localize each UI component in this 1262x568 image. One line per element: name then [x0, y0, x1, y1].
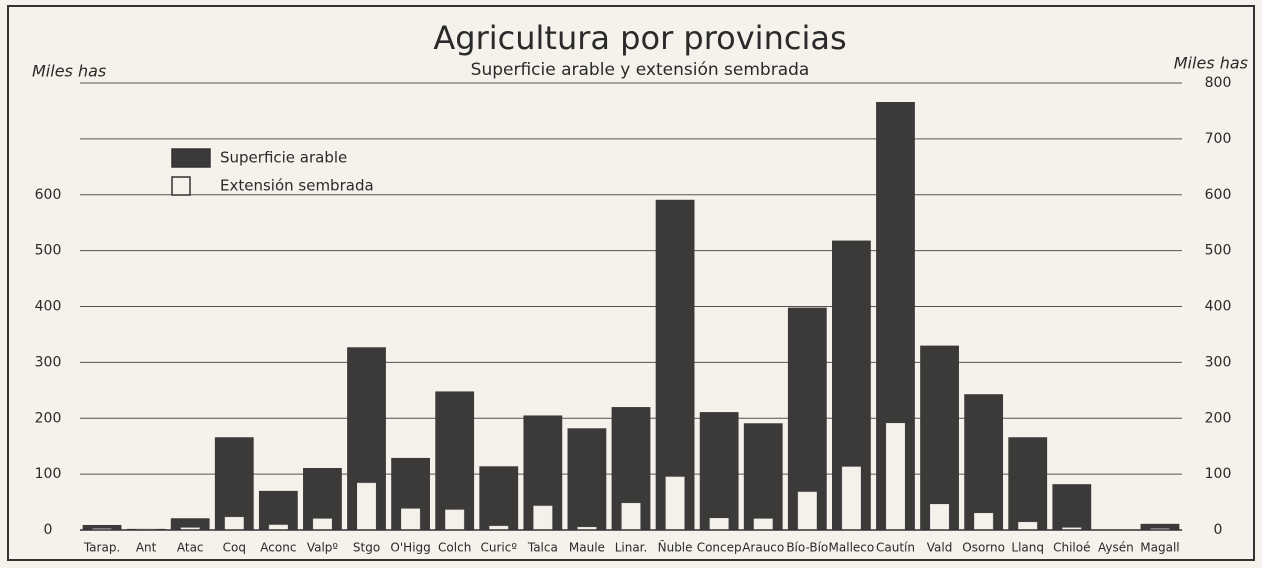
y2-tick-label: 300: [1205, 354, 1232, 370]
x-tick-label: Cautín: [876, 541, 915, 555]
sown-bar: [533, 505, 553, 531]
arable-bar: [435, 391, 475, 530]
x-tick-label: Malleco: [829, 541, 875, 555]
sown-bar: [1018, 521, 1038, 531]
sown-bar: [974, 512, 994, 531]
arable-bar: [743, 423, 783, 530]
y2-tick-label: 800: [1205, 75, 1232, 91]
y2-tick-label: 400: [1205, 299, 1232, 315]
arable-bar: [258, 490, 298, 530]
arable-bar: [1140, 523, 1180, 530]
sown-bar: [753, 518, 773, 531]
x-tick-label: Vald: [927, 541, 953, 555]
y2-axis-label: Miles has: [1174, 54, 1248, 73]
legend-label: Extensión sembrada: [220, 177, 374, 195]
sown-bar: [224, 516, 244, 531]
x-tick-label: Atac: [177, 541, 204, 555]
x-tick-label: Osorno: [962, 541, 1005, 555]
sown-bar: [621, 502, 641, 531]
x-tick-label: Colch: [438, 541, 471, 555]
legend-swatch: [171, 176, 191, 196]
arable-bar: [82, 524, 122, 530]
arable-bar: [920, 345, 959, 530]
y-tick-label: 300: [35, 354, 62, 370]
y-axis-label: Miles has: [32, 62, 106, 81]
x-tick-label: Llanq: [1011, 541, 1044, 555]
arable-bar: [655, 199, 695, 530]
sown-bar: [357, 482, 377, 531]
y2-tick-label: 600: [1205, 187, 1232, 203]
y2-tick-label: 0: [1214, 522, 1223, 538]
y2-tick-label: 200: [1205, 410, 1232, 426]
arable-bar: [964, 394, 1004, 530]
frame: [7, 5, 1255, 561]
sown-bar: [665, 476, 685, 531]
sown-bar: [268, 524, 288, 531]
x-tick-label: Concep: [697, 541, 742, 555]
x-tick-label: Valpº: [307, 541, 339, 555]
x-tick-label: Tarap.: [83, 541, 120, 555]
arable-bar: [699, 412, 739, 530]
x-tick-label: Linar.: [615, 541, 648, 555]
x-tick-label: O'Higg: [390, 541, 430, 555]
arable-bar: [214, 437, 254, 530]
sown-bar: [930, 504, 950, 531]
arable-bar: [567, 428, 607, 530]
x-tick-label: Bío-Bío: [786, 541, 828, 555]
arable-bar: [1052, 484, 1092, 530]
x-tick-label: Ñuble: [658, 540, 693, 555]
x-tick-label: Coq: [223, 541, 246, 555]
sown-bar: [401, 508, 421, 531]
x-tick-label: Talca: [527, 541, 558, 555]
sown-bar: [312, 518, 332, 531]
sown-bar: [445, 509, 465, 531]
x-tick-label: Aysén: [1098, 541, 1134, 555]
legend-swatch: [171, 148, 211, 168]
x-tick-label: Arauco: [742, 541, 784, 555]
arable-bar: [1008, 437, 1048, 530]
sown-bar: [797, 491, 817, 531]
legend-label: Superficie arable: [220, 149, 347, 167]
y-tick-label: 100: [35, 466, 62, 482]
arable-bar: [170, 518, 210, 530]
x-tick-label: Aconc: [260, 541, 296, 555]
y2-tick-label: 700: [1205, 131, 1232, 147]
sown-bar: [841, 466, 861, 531]
arable-bar: [479, 466, 519, 530]
y-tick-label: 400: [35, 299, 62, 315]
x-tick-label: Chiloé: [1053, 541, 1090, 555]
chart-subtitle: Superficie arable y extensión sembrada: [471, 60, 810, 80]
y-tick-label: 500: [35, 243, 62, 259]
y2-tick-label: 100: [1205, 466, 1232, 482]
x-tick-label: Curicº: [481, 541, 518, 555]
y-tick-label: 600: [35, 187, 62, 203]
y-tick-label: 0: [44, 522, 53, 538]
x-tick-label: Magall: [1140, 541, 1179, 555]
sown-bar: [709, 518, 729, 531]
x-tick-label: Stgo: [353, 541, 380, 555]
x-tick-label: Ant: [136, 541, 157, 555]
y-tick-label: 200: [35, 410, 62, 426]
y2-tick-label: 500: [1205, 243, 1232, 259]
chart-title: Agricultura por provincias: [433, 19, 846, 57]
sown-bar: [885, 423, 905, 531]
x-tick-label: Maule: [569, 541, 605, 555]
